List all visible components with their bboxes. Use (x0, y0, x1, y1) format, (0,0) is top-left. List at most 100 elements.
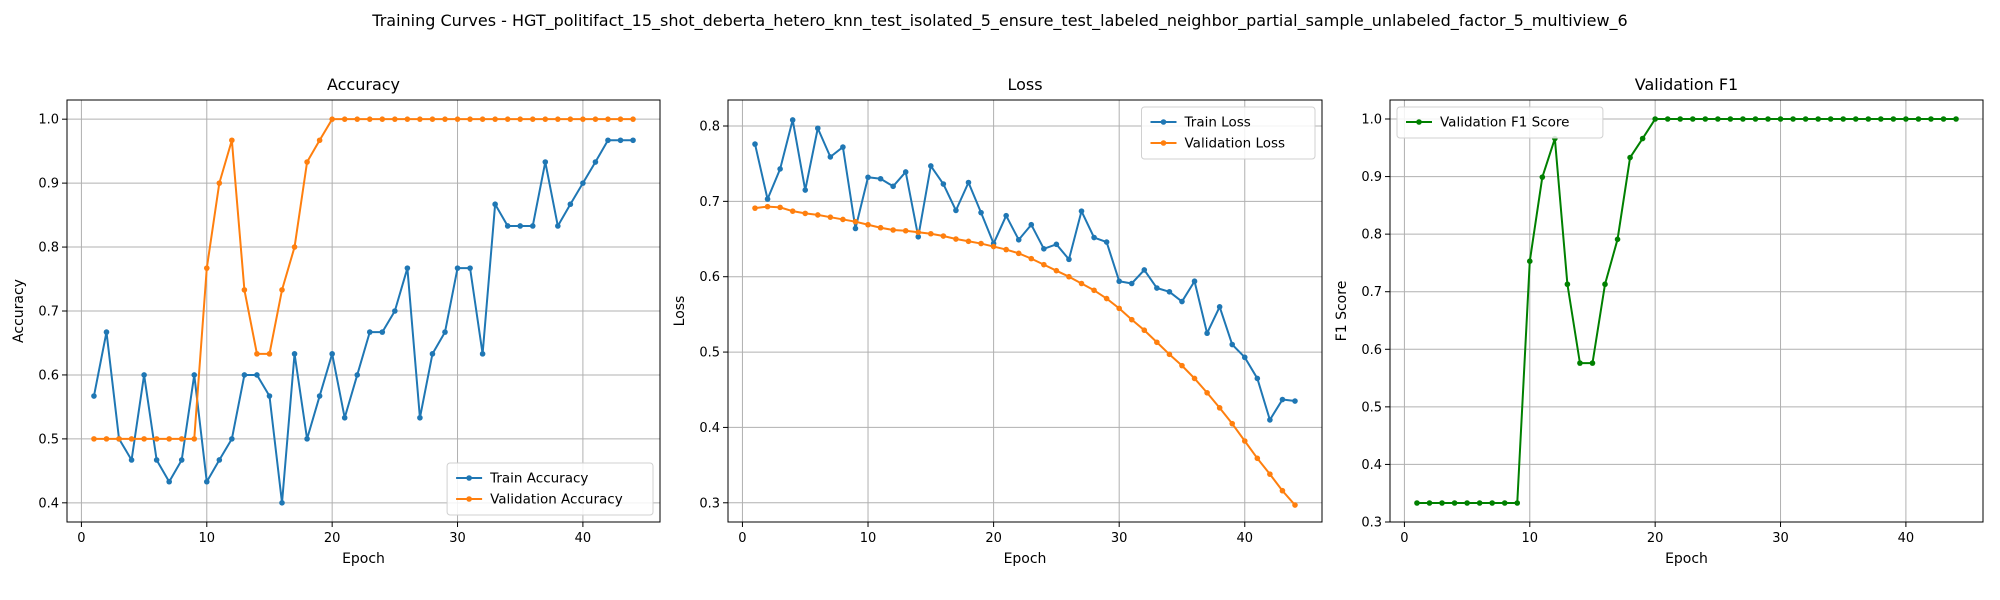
validation-f1-series-1-point (1689, 116, 1696, 122)
accuracy-y-tick-label: 0.6 (38, 368, 59, 383)
validation-f1-series-1-point (1577, 360, 1583, 366)
validation-f1-legend-box (1396, 106, 1604, 139)
loss-series-1-point (978, 209, 984, 216)
validation-f1-series-1-point (1489, 500, 1495, 506)
loss-panel: 0 10 20 30 40 0.3 0.4 0.5 0.6 0.7 0.8 Loss Epoch Loss… (672, 75, 1323, 567)
loss-series-1-point (965, 179, 972, 186)
loss-series-2-point (1053, 267, 1060, 274)
loss-series-1-point (827, 154, 834, 160)
accuracy-series-2-point (203, 265, 210, 271)
accuracy-x-tick-label: 30 (449, 531, 466, 546)
accuracy-x-tick-label: 0 (77, 531, 85, 546)
validation-f1-series-1-point (1414, 500, 1420, 506)
loss-series-1-point (777, 166, 783, 172)
accuracy-series-2-point (392, 116, 398, 122)
loss-series-2-point (928, 230, 934, 237)
loss-series-2-point (1254, 455, 1261, 462)
accuracy-series-2-point (316, 137, 323, 144)
accuracy-series-2-point (141, 436, 147, 442)
accuracy-series-2-point (379, 116, 386, 122)
loss-series-2-point (1204, 389, 1210, 396)
accuracy-legend-entry: Validation Accuracy (490, 492, 623, 508)
accuracy-series-1-point (254, 372, 260, 378)
validation-f1-series-1-point (1878, 116, 1884, 122)
loss-legend: Train Loss Validation Loss (1141, 106, 1316, 160)
loss-series-2-point (865, 221, 871, 228)
loss-series-1-point (928, 163, 934, 169)
validation-f1-y-axis-label: F1 Score (1334, 281, 1350, 342)
accuracy-series-1-point (178, 457, 185, 463)
loss-series-1-point (1103, 239, 1110, 245)
accuracy-series-1-point (91, 393, 97, 399)
validation-f1-series-1-point (1928, 116, 1934, 122)
accuracy-series-1-point (467, 265, 473, 271)
validation-f1-series-1-point (1664, 116, 1671, 122)
accuracy-series-1-point (605, 137, 611, 144)
accuracy-legend-swatch-marker (466, 475, 472, 481)
loss-series-1-point (1241, 354, 1248, 361)
loss-series-1-point (1279, 396, 1286, 403)
accuracy-series-1-point (329, 351, 335, 357)
accuracy-x-axis-label: Epoch (342, 551, 385, 567)
validation-f1-series-1-point (1539, 174, 1546, 180)
loss-series-2-point (1128, 316, 1135, 323)
accuracy-series-1-point (417, 414, 423, 421)
accuracy-series-1-point (216, 457, 223, 463)
accuracy-series-2-point (404, 116, 411, 122)
accuracy-series-1-point (291, 351, 298, 357)
loss-series-1-point (1015, 236, 1022, 243)
accuracy-series-2-point (354, 116, 361, 122)
loss-series-2-point (1191, 375, 1198, 382)
loss-series-2-point (852, 218, 859, 225)
loss-series-2-point (1041, 261, 1047, 268)
accuracy-series-1-point (379, 329, 386, 335)
accuracy-series-1-point (529, 223, 536, 229)
validation-f1-series-1-point (1451, 500, 1458, 506)
accuracy-series-2-point (580, 116, 586, 122)
loss-series-2-point (1179, 362, 1185, 369)
loss-series-1-point (789, 117, 796, 123)
accuracy-series-1-point (392, 308, 398, 314)
accuracy-series-1-point (354, 372, 361, 378)
accuracy-legend-box (446, 462, 654, 516)
accuracy-legend: Train Accuracy Validation Accuracy (446, 462, 654, 516)
accuracy-series-1-point (279, 500, 285, 506)
validation-f1-series-1-point (1514, 500, 1521, 506)
accuracy-series-1-point (341, 414, 348, 421)
loss-series-2-point (953, 236, 959, 242)
subplots: 0 10 20 30 40 0.4 0.5 0.6 0.7 0.8 0.9 1.0 Accuracy Ep… (11, 75, 1984, 567)
loss-series-1-point (1191, 278, 1198, 285)
validation-f1-series-1-point (1827, 116, 1834, 122)
loss-series-1-point (1292, 398, 1298, 404)
validation-f1-series-1-point (1752, 116, 1759, 122)
accuracy-series-2-point (366, 116, 373, 122)
accuracy-y-tick-label: 0.8 (38, 241, 59, 256)
accuracy-series-2-point (467, 116, 473, 122)
loss-y-tick-label: 0.6 (699, 270, 720, 285)
validation-f1-y-tick-label: 0.3 (1361, 516, 1382, 531)
loss-series-2-point (764, 203, 771, 210)
loss-series-1-point (1229, 341, 1236, 348)
validation-f1-x-tick-label: 10 (1522, 531, 1539, 546)
accuracy-series-2-point (341, 116, 348, 122)
accuracy-series-1-point (504, 223, 511, 229)
accuracy-series-1-line (92, 139, 634, 504)
accuracy-series-1-point (580, 180, 586, 186)
loss-series-2-point (840, 216, 846, 223)
loss-series-1-point (953, 207, 959, 214)
loss-series-1-point (877, 175, 884, 182)
accuracy-series-2-point (291, 244, 298, 250)
loss-series-1-point (1166, 288, 1173, 295)
accuracy-series-2-point (229, 137, 235, 144)
validation-f1-axes-frame (1389, 99, 1984, 523)
accuracy-series-1-point (454, 265, 461, 271)
accuracy-series-1-point (592, 159, 599, 165)
validation-f1-y-tick-label: 0.7 (1361, 285, 1382, 300)
loss-series-2-point (1166, 351, 1173, 358)
accuracy-series-1-point (492, 201, 498, 208)
loss-title: Loss (1007, 75, 1042, 94)
accuracy-series-1-point (203, 478, 210, 485)
accuracy-series-2-point (542, 116, 549, 122)
accuracy-series-1-point (191, 372, 198, 378)
accuracy-series-1-point (630, 137, 636, 144)
